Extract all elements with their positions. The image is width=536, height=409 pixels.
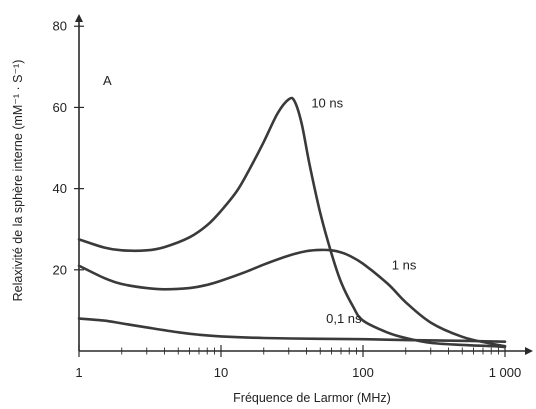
- series-label-0-1-ns: 0,1 ns: [326, 311, 362, 326]
- x-tick-label: 100: [352, 365, 374, 380]
- x-axis-arrow-icon: [525, 347, 533, 355]
- series-curve-10-ns: [77, 96, 507, 349]
- curves: 10 ns 1 ns 0,1 ns: [77, 95, 507, 349]
- y-tick-label: 40: [53, 181, 67, 196]
- axes: 20 40 60 80 1 10 100 1 000: [53, 14, 533, 380]
- y-tick-label: 20: [53, 262, 67, 277]
- x-axis-label: Fréquence de Larmor (MHz): [233, 391, 391, 405]
- series-curve-0-1-ns: [77, 317, 507, 343]
- y-tick-label: 80: [53, 19, 67, 34]
- series-label-10-ns: 10 ns: [311, 95, 343, 110]
- x-tick-label: 10: [214, 365, 228, 380]
- series-label-1-ns: 1 ns: [392, 258, 417, 273]
- x-tick-label: 1: [75, 365, 82, 380]
- x-tick-label: 1 000: [489, 365, 522, 380]
- labels: A Fréquence de Larmor (MHz) Relaxivité d…: [11, 60, 391, 405]
- y-axis-arrow-icon: [75, 14, 83, 22]
- y-axis-label: Relaxivité de la sphère interne (mM⁻¹ · …: [11, 60, 25, 302]
- panel-label: A: [103, 73, 112, 88]
- series-curve-1-ns: [77, 248, 507, 348]
- y-tick-label: 60: [53, 100, 67, 115]
